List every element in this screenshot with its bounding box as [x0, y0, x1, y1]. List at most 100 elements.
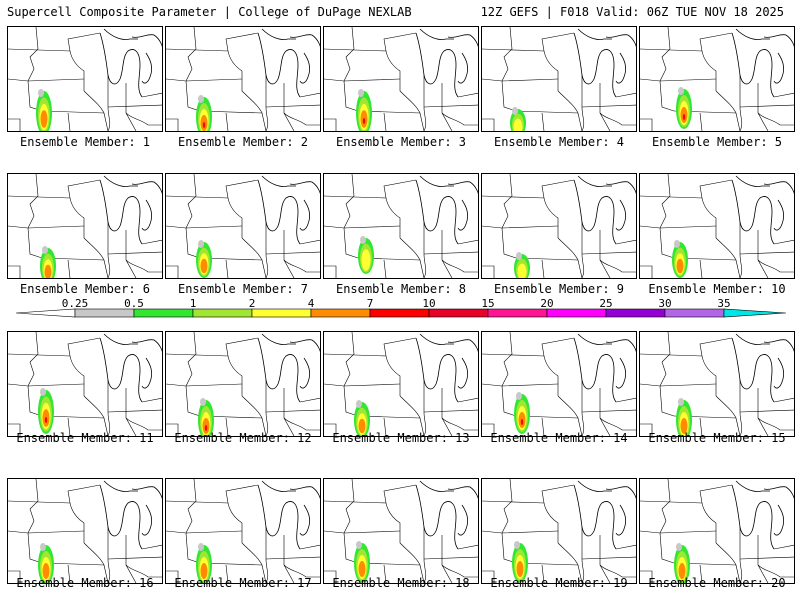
- colorbar-segment: [192, 308, 253, 318]
- scp-contour-gray: [512, 107, 518, 115]
- state-boundary-map: [640, 332, 794, 436]
- scp-contour-yellow: [361, 249, 371, 271]
- scp-contour-orange: [200, 258, 208, 274]
- state-boundary-map: [482, 27, 636, 131]
- ensemble-map-panel: [165, 331, 321, 437]
- scp-contour-yellow: [513, 118, 523, 131]
- colorbar-tick-label: 0.5: [124, 297, 144, 310]
- state-boundary-map: [166, 332, 320, 436]
- scp-contour-orange: [44, 264, 52, 278]
- colorbar-svg: [15, 308, 787, 318]
- state-boundary-map: [640, 174, 794, 278]
- ensemble-member-label: Ensemble Member: 14: [490, 431, 628, 445]
- colorbar-segment: [664, 308, 725, 318]
- scp-contour-orange: [358, 418, 366, 434]
- scp-contour-gray: [356, 400, 362, 408]
- ensemble-member-label: Ensemble Member: 19: [490, 576, 628, 590]
- state-boundary-map: [166, 479, 320, 583]
- ensemble-map-panel: [481, 26, 637, 132]
- scp-contour-red: [362, 118, 366, 124]
- state-boundary-map: [482, 479, 636, 583]
- map-title: Supercell Composite Parameter | College …: [7, 5, 412, 19]
- ensemble-map-panel: [481, 331, 637, 437]
- colorbar-tick-label: 1: [189, 297, 197, 310]
- colorbar-legend: 0.25 0.5 1 2 4 7 10 15 20 25 30 35: [0, 297, 800, 319]
- scp-contour-gray: [676, 543, 682, 551]
- colorbar-segment: [487, 308, 548, 318]
- ensemble-map-panel: [323, 26, 479, 132]
- state-boundary-map: [324, 27, 478, 131]
- colorbar-tick-label: 7: [366, 297, 374, 310]
- ensemble-member-label: Ensemble Member: 2: [177, 135, 309, 149]
- colorbar-segment: [546, 308, 607, 318]
- colorbar-tick-label: 2: [248, 297, 256, 310]
- ensemble-map-panel: [639, 331, 795, 437]
- colorbar-tick-label: 10: [422, 297, 436, 310]
- scp-contour-gray: [514, 541, 520, 549]
- state-boundary-map: [324, 332, 478, 436]
- state-boundary-map: [640, 479, 794, 583]
- state-boundary-map: [482, 332, 636, 436]
- ensemble-member-label: Ensemble Member: 20: [648, 576, 786, 590]
- ensemble-member-label: Ensemble Member: 16: [16, 576, 154, 590]
- state-boundary-map: [8, 174, 162, 278]
- ensemble-member-label: Ensemble Member: 1: [19, 135, 151, 149]
- scp-contour-red: [520, 419, 524, 425]
- scp-contour-gray: [42, 246, 48, 254]
- scp-contour-orange: [40, 110, 48, 128]
- scp-contour-gray: [198, 543, 204, 551]
- scp-contour-gray: [38, 89, 44, 97]
- ensemble-member-label: Ensemble Member: 6: [19, 282, 151, 296]
- scp-contour-gray: [678, 398, 684, 406]
- ensemble-map-panel: [323, 478, 479, 584]
- ensemble-member-label: Ensemble Member: 8: [335, 282, 467, 296]
- ensemble-map-panel: [323, 331, 479, 437]
- ensemble-map-panel: [481, 173, 637, 279]
- colorbar-tick-label: 15: [481, 297, 495, 310]
- ensemble-map-panel: [481, 478, 637, 584]
- state-boundary-map: [324, 174, 478, 278]
- colorbar-tick-label: 35: [717, 297, 731, 310]
- colorbar-segment: [605, 308, 666, 318]
- scp-contour-gray: [516, 252, 522, 260]
- scp-contour-red: [204, 425, 208, 431]
- scp-contour-orange: [676, 258, 684, 274]
- colorbar-min-arrow: [15, 308, 76, 318]
- scp-contour-gray: [40, 543, 46, 551]
- colorbar-segment: [369, 308, 430, 318]
- ensemble-member-label: Ensemble Member: 12: [174, 431, 312, 445]
- ensemble-map-panel: [639, 26, 795, 132]
- scp-contour-yellow: [517, 263, 527, 278]
- ensemble-map-panel: [7, 478, 163, 584]
- ensemble-map-panel: [165, 173, 321, 279]
- colorbar-segment: [251, 308, 312, 318]
- ensemble-member-label: Ensemble Member: 15: [648, 431, 786, 445]
- ensemble-map-panel: [7, 26, 163, 132]
- scp-contour-gray: [678, 87, 684, 95]
- state-boundary-map: [8, 332, 162, 436]
- state-boundary-map: [324, 479, 478, 583]
- scp-contour-orange: [678, 563, 686, 579]
- state-boundary-map: [166, 27, 320, 131]
- colorbar-segment: [310, 308, 371, 318]
- colorbar-tick-label: 20: [540, 297, 554, 310]
- ensemble-map-panel: [7, 173, 163, 279]
- colorbar-tick-label: 4: [307, 297, 315, 310]
- scp-contour-orange: [42, 563, 50, 579]
- scp-contour-gray: [674, 240, 680, 248]
- scp-contour-orange: [680, 418, 688, 434]
- scp-contour-red: [202, 122, 206, 128]
- scp-contour-gray: [40, 388, 46, 396]
- state-boundary-map: [640, 27, 794, 131]
- ensemble-map-panel: [323, 173, 479, 279]
- scp-contour-red: [682, 114, 686, 120]
- ensemble-map-panel: [165, 26, 321, 132]
- colorbar-max-arrow: [723, 308, 787, 318]
- ensemble-member-label: Ensemble Member: 7: [177, 282, 309, 296]
- scp-contour-orange: [516, 561, 524, 577]
- ensemble-member-label: Ensemble Member: 17: [174, 576, 312, 590]
- ensemble-member-label: Ensemble Member: 10: [648, 282, 786, 296]
- ensemble-member-label: Ensemble Member: 13: [332, 431, 470, 445]
- colorbar-segment: [74, 308, 135, 318]
- colorbar-segment: [428, 308, 489, 318]
